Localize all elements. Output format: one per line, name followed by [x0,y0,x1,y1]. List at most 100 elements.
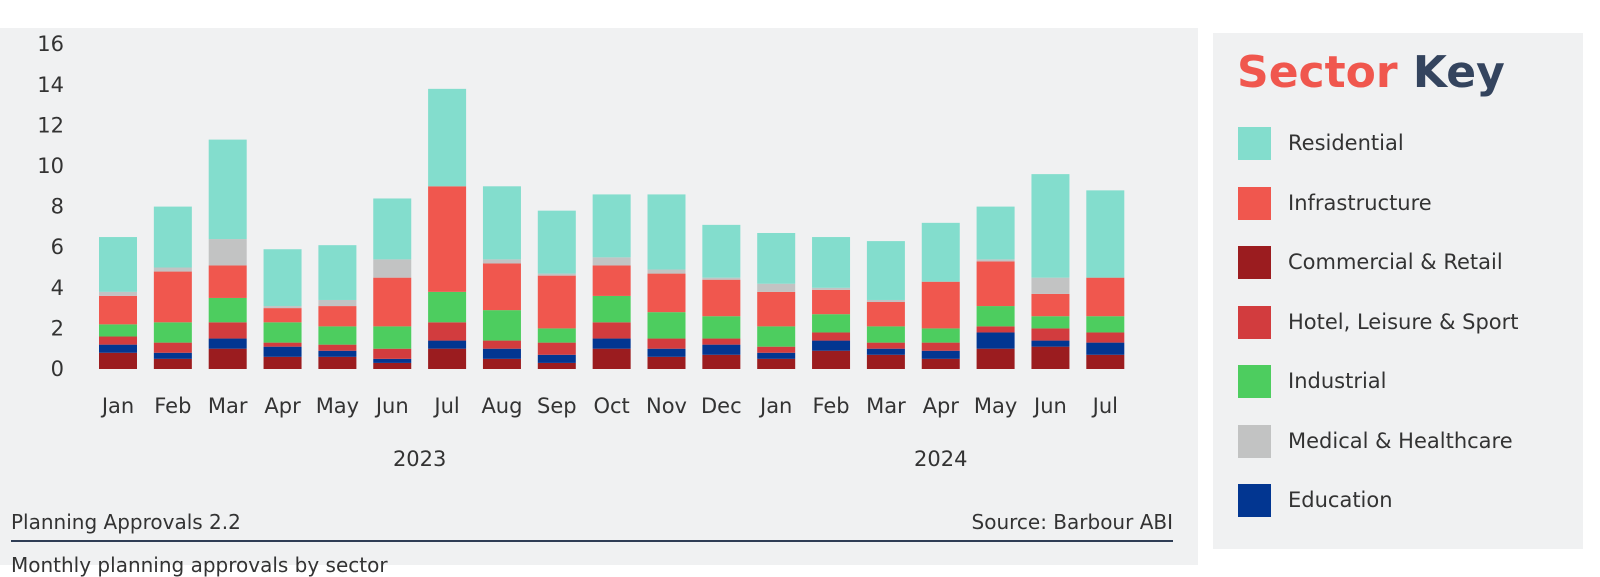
x-tick-label: Mar [208,394,248,418]
bar-segment [976,206,1015,260]
bar-segment [373,362,412,369]
bar-segment [647,269,686,274]
bar-segment [482,259,521,264]
bar-segment [812,289,851,315]
sector-key-title-word1: Sector [1237,47,1398,98]
bar-segment [812,287,851,290]
y-tick-label: 10 [37,154,64,178]
bar-segment [812,237,851,288]
bar-segment [866,299,905,303]
bar-segment [921,328,960,343]
bar-segment [537,210,576,274]
bar-segment [428,348,467,369]
bar-segment [702,344,741,355]
bar-segment [263,356,302,369]
bar-segment [153,358,192,369]
year-label: 2024 [914,447,967,471]
x-tick-label: Jan [100,394,134,418]
bar-segment [1086,277,1125,317]
bar-segment [428,322,467,341]
bar-segment [318,299,357,307]
bar-segment [702,338,741,345]
bar-segment [647,348,686,357]
bar-segment [757,291,796,327]
x-tick-label: Sep [537,394,577,418]
legend-swatch [1238,424,1271,458]
x-tick-label: Jul [1091,394,1118,418]
bar-segment [866,348,905,355]
year-label: 2023 [393,447,446,471]
chart-panel: 0 2 4 6 8 10 12 14 16 Jan Feb Mar Apr May Jun Jul Aug Sep… [0,28,1198,577]
bar-segment [208,139,247,240]
bar-segment [99,324,137,337]
bar-segment [1031,277,1070,294]
bar-segment [866,302,905,327]
bar-segment [866,241,905,300]
bar-segment [208,265,247,298]
footer-divider [11,540,1173,542]
bar-segment [757,283,796,292]
y-tick-label: 2 [51,316,64,340]
bar-segment [482,348,521,359]
bar-segment [537,275,576,329]
bar-segment [976,326,1015,333]
bar-segment [757,326,796,347]
bar-segment [921,350,960,359]
bar-segment [373,348,412,359]
chart-source: Source: Barbour ABI [971,510,1173,534]
legend-swatch [1238,305,1271,339]
bar-segment [1031,346,1070,369]
bar-segment [318,350,357,357]
legend-label: Hotel, Leisure & Sport [1288,309,1519,334]
bar-segment [373,358,412,363]
bar-segment [1086,342,1125,355]
bar-segment [866,354,905,369]
bar-segment [812,350,851,369]
bar-segment [921,358,960,369]
bar-segment [702,277,741,280]
legend-label: Infrastructure [1288,190,1432,215]
sector-key-title: Sector Key [1237,47,1505,98]
bar-segment [647,356,686,369]
bar-segment [482,358,521,369]
bar-segment [592,338,631,349]
bar-segment [208,297,247,323]
bar-segment [537,354,576,363]
bar-segment [537,273,576,276]
legend-swatch [1238,246,1271,279]
y-tick-label: 16 [37,32,64,56]
y-tick-label: 0 [51,357,64,381]
bar-segment [921,342,960,351]
bar-segment [99,291,137,296]
bar-segment [702,316,741,339]
legend-swatch [1238,365,1271,398]
bar-segment [647,273,686,313]
bar-segment [153,206,192,268]
bar-segment [153,322,192,343]
bar-segment [866,342,905,349]
y-tick-label: 12 [37,113,64,137]
x-tick-label: Feb [154,394,191,418]
bar-segment [428,88,467,187]
bar-segment [866,326,905,343]
bar-segment [592,295,631,323]
bar-segment [153,271,192,323]
bar-segment [208,239,247,266]
x-tick-label: Jan [758,394,792,418]
bar-segment [702,279,741,317]
bar-segment [537,342,576,355]
bar-segment [921,222,960,282]
y-tick-label: 8 [51,195,64,219]
bar-segment [702,354,741,369]
x-tick-label: Oct [593,394,629,418]
bar-segment [482,186,521,260]
legend-swatch [1238,484,1271,517]
bar-segment [1086,316,1125,333]
bar-segment [1031,316,1070,329]
bar-segment [921,281,960,329]
stacked-bar-chart: 0 2 4 6 8 10 12 14 16 Jan Feb Mar Apr May Jun Jul Aug Sep… [37,32,1125,471]
legend-swatch [1238,186,1271,220]
x-tick-label: Feb [812,394,849,418]
bar-segment [263,322,302,343]
bar-segment [592,348,631,369]
